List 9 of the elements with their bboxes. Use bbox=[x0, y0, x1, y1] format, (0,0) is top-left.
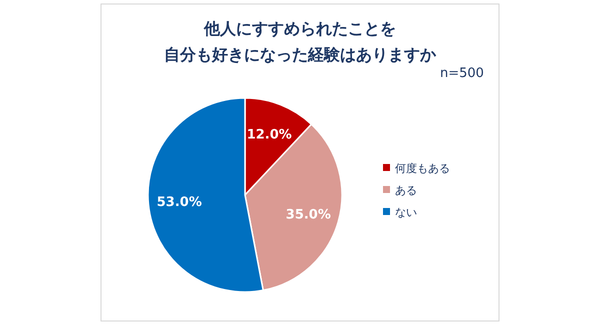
data-label: 35.0% bbox=[286, 207, 331, 222]
text: n=500 bbox=[440, 66, 484, 81]
legend-label: 何度もある bbox=[395, 162, 450, 175]
legend-label: ない bbox=[395, 206, 417, 219]
legend-label: ある bbox=[395, 184, 417, 197]
data-label: 12.0% bbox=[246, 128, 292, 143]
chart-subtitle: 自分も好きになった経験はありますか bbox=[164, 45, 437, 64]
chart-title: 他人にすすめられたことを bbox=[203, 19, 396, 38]
data-label: 53.0% bbox=[156, 195, 202, 210]
